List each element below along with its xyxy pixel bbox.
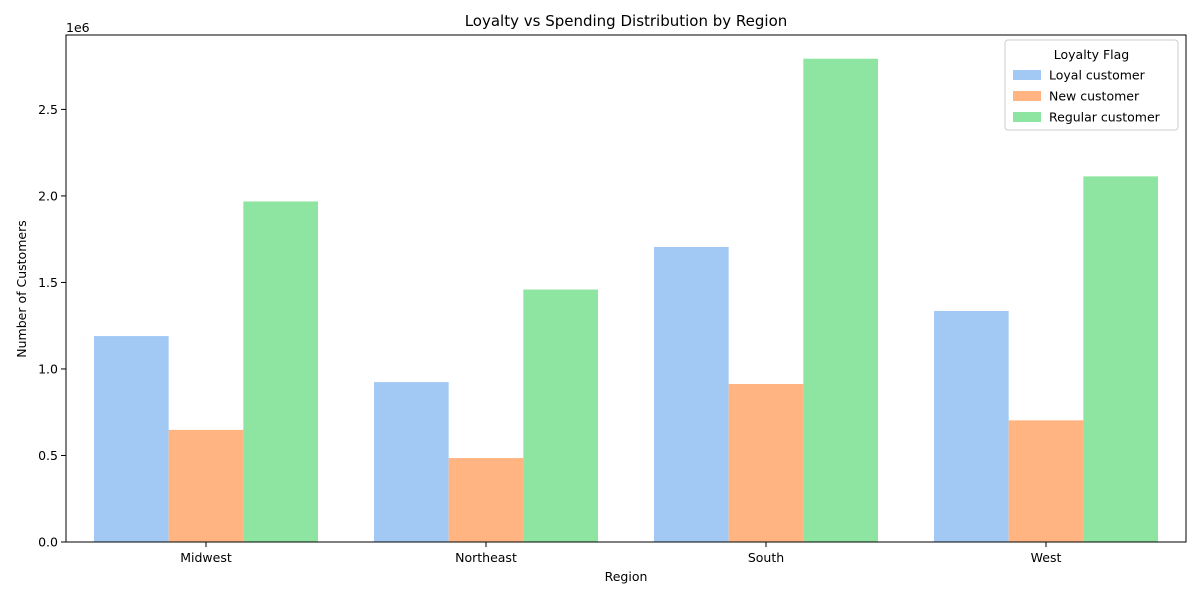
bar-new-customer-midwest: [168, 429, 244, 542]
y-axis-label: Number of Customers: [14, 220, 29, 357]
axes-frame: [65, 34, 1187, 543]
bar-regular-customer-northeast: [523, 289, 598, 542]
legend-label: Loyal customer: [1049, 68, 1146, 83]
bar-loyal-customer-northeast: [374, 382, 449, 542]
bar-loyal-customer-south: [654, 246, 729, 542]
legend-box: [1004, 39, 1179, 131]
y-tick-label: 1.0: [38, 361, 58, 376]
x-tick-label: Midwest: [180, 550, 232, 565]
x-axis-label: Region: [605, 569, 648, 584]
x-tick-label: South: [748, 550, 784, 565]
legend: Loyalty Flag Loyal customer New customer Re…: [1004, 39, 1179, 131]
y-offset-label: 1e6: [66, 20, 90, 35]
legend-label: New customer: [1049, 89, 1140, 104]
bar-regular-customer-south: [803, 58, 878, 542]
y-tick-label: 2.5: [38, 102, 58, 117]
legend-title: Loyalty Flag: [1054, 47, 1129, 62]
y-tick-label: 1.5: [38, 275, 58, 290]
bar-new-customer-west: [1008, 420, 1084, 542]
bar-regular-customer-west: [1083, 176, 1158, 542]
bar-regular-customer-midwest: [243, 201, 318, 543]
chart-title: Loyalty vs Spending Distribution by Regi…: [465, 12, 788, 30]
y-tick-label: 0.0: [38, 535, 58, 550]
legend-swatch: [1013, 112, 1041, 122]
legend-label: Regular customer: [1049, 110, 1161, 125]
bar-loyal-customer-west: [934, 310, 1009, 542]
legend-swatch: [1013, 91, 1041, 101]
legend-swatch: [1013, 70, 1041, 80]
y-tick-label: 0.5: [38, 448, 58, 463]
bar-new-customer-south: [728, 384, 804, 542]
plot-area: Midwest Northeast South West 0.0 0.5 1.0 1.5 2.0…: [38, 34, 1187, 565]
bar-new-customer-northeast: [448, 458, 524, 542]
x-tick-label: West: [1031, 550, 1062, 565]
y-tick-label: 2.0: [38, 188, 58, 203]
bar-loyal-customer-midwest: [94, 336, 169, 542]
x-tick-label: Northeast: [455, 550, 517, 565]
